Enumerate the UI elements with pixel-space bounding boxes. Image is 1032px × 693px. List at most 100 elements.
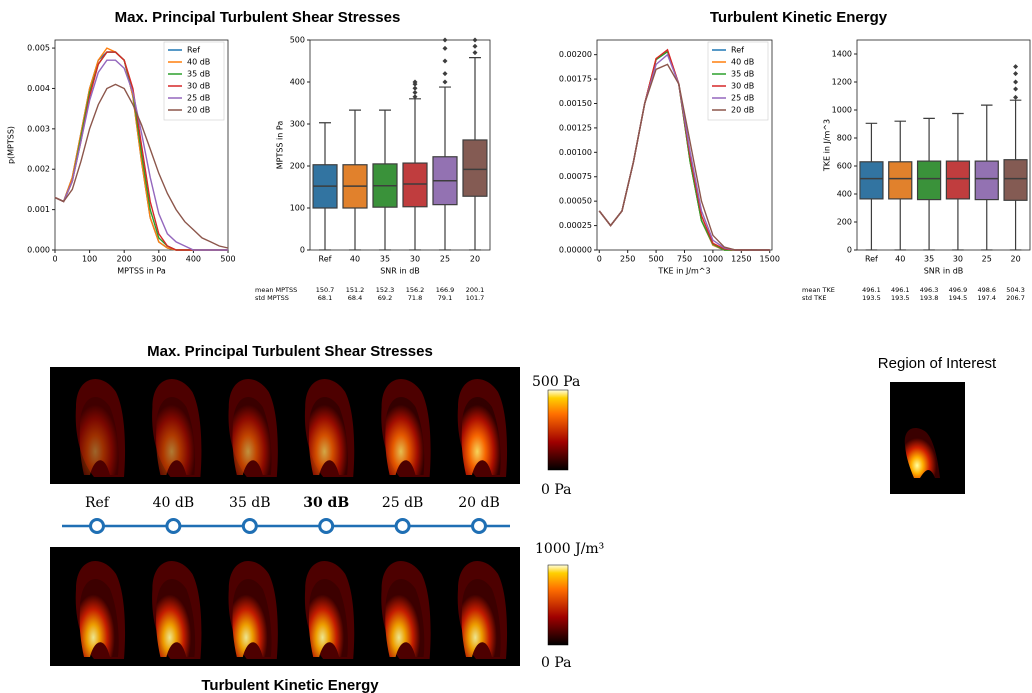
- legend-label: 35 dB: [731, 70, 754, 79]
- legend-label: 30 dB: [187, 82, 210, 91]
- snr-label: 20 dB: [458, 495, 500, 511]
- x-axis-label: TKE in J/m^3: [657, 267, 710, 276]
- box: [1004, 160, 1027, 201]
- y-tick-label: 0.002: [27, 165, 50, 174]
- outlier: [473, 44, 478, 49]
- x-axis-label: SNR in dB: [924, 267, 964, 276]
- legend-label: 25 dB: [187, 94, 210, 103]
- timeline-dot: [167, 520, 180, 533]
- y-tick-label: 0.00100: [559, 148, 592, 157]
- y-tick-label: 0.00050: [559, 197, 592, 206]
- y-axis-label: MPTSS in Pa: [276, 121, 285, 170]
- stat-value: 194.5: [949, 294, 968, 302]
- legend-label: Ref: [731, 46, 744, 55]
- y-tick-label: 0: [847, 246, 852, 255]
- y-tick-label: 800: [837, 134, 852, 143]
- stat-value: 151.2: [346, 286, 365, 294]
- x-tick-label: 500: [220, 255, 235, 264]
- snr-label: Ref: [85, 495, 111, 511]
- stat-label: mean TKE: [802, 286, 835, 294]
- stat-value: 71.8: [408, 294, 422, 302]
- x-tick-label: 35: [924, 255, 934, 264]
- outlier: [443, 59, 448, 64]
- panel-title: Turbulent Kinetic Energy: [201, 677, 379, 693]
- stat-label: std TKE: [802, 294, 826, 302]
- outlier: [443, 71, 448, 76]
- y-tick-label: 1000: [832, 106, 852, 115]
- y-tick-label: 600: [837, 162, 852, 171]
- y-tick-label: 100: [290, 204, 305, 213]
- x-tick-label: 0: [52, 255, 57, 264]
- stat-value: 200.1: [466, 286, 485, 294]
- timeline-dot: [243, 520, 256, 533]
- snr-label: 30 dB: [303, 495, 349, 511]
- outlier: [473, 38, 478, 43]
- stat-value: 193.5: [862, 294, 881, 302]
- y-tick-label: 0.000: [27, 246, 50, 255]
- legend-label: 20 dB: [731, 106, 754, 115]
- colorbar-label: 0 Pa: [541, 482, 572, 498]
- x-tick-label: 1500: [760, 255, 780, 264]
- legend-label: 30 dB: [731, 82, 754, 91]
- box: [889, 162, 912, 199]
- box: [946, 161, 969, 199]
- legend-label: 40 dB: [187, 58, 210, 67]
- y-tick-label: 0.00175: [559, 75, 592, 84]
- stat-value: 197.4: [977, 294, 996, 302]
- boxes: [860, 64, 1027, 250]
- chart-title: Max. Principal Turbulent Shear Stresses: [115, 9, 401, 26]
- figure: Max. Principal Turbulent Shear Stresses …: [0, 0, 1032, 693]
- y-tick-label: 400: [837, 190, 852, 199]
- box: [463, 140, 487, 196]
- stat-value: 150.7: [316, 286, 335, 294]
- y-tick-label: 0: [300, 246, 305, 255]
- roi-title: Region of Interest: [878, 355, 997, 372]
- y-tick-label: 0.00150: [559, 99, 592, 108]
- stat-value: 193.5: [891, 294, 910, 302]
- x-tick-label: 1000: [703, 255, 723, 264]
- legend-label: 40 dB: [731, 58, 754, 67]
- timeline-dot: [473, 520, 486, 533]
- stat-value: 193.8: [920, 294, 939, 302]
- stat-value: 166.9: [436, 286, 455, 294]
- stat-value: 152.3: [376, 286, 395, 294]
- box: [975, 161, 998, 200]
- y-tick-label: 1200: [832, 78, 852, 87]
- outlier: [443, 46, 448, 51]
- x-tick-label: 30: [410, 255, 420, 264]
- outlier: [473, 50, 478, 55]
- stat-value: 496.3: [920, 286, 939, 294]
- stat-value: 504.3: [1006, 286, 1025, 294]
- outlier: [443, 80, 448, 85]
- x-tick-label: 750: [677, 255, 692, 264]
- y-tick-label: 0.00025: [559, 221, 592, 230]
- timeline-dot: [320, 520, 333, 533]
- y-tick-label: 200: [290, 162, 305, 171]
- boxes: [313, 38, 487, 251]
- chart-title: Turbulent Kinetic Energy: [710, 9, 888, 26]
- y-tick-label: 1400: [832, 50, 852, 59]
- x-tick-label: 35: [380, 255, 390, 264]
- box: [918, 161, 941, 200]
- stat-label: mean MPTSS: [255, 286, 297, 294]
- y-tick-label: 0.003: [27, 124, 50, 133]
- snr-label: 35 dB: [229, 495, 271, 511]
- x-tick-label: Ref: [865, 255, 878, 264]
- x-tick-label: 200: [117, 255, 132, 264]
- x-tick-label: 1250: [731, 255, 751, 264]
- stat-value: 498.6: [977, 286, 996, 294]
- legend-label: Ref: [187, 46, 200, 55]
- x-tick-label: 250: [620, 255, 635, 264]
- colorbar-label: 1000 J/m³: [535, 541, 604, 557]
- y-tick-label: 0.00125: [559, 123, 592, 132]
- colorbar: [548, 565, 568, 645]
- y-axis-label: p(MPTSS): [7, 126, 16, 164]
- x-tick-label: 30: [953, 255, 963, 264]
- x-tick-label: 400: [186, 255, 201, 264]
- stat-label: std MPTSS: [255, 294, 289, 302]
- x-tick-label: 20: [1010, 255, 1020, 264]
- x-tick-label: 300: [151, 255, 166, 264]
- y-tick-label: 200: [837, 218, 852, 227]
- colorbar: [548, 390, 568, 470]
- box: [860, 162, 883, 199]
